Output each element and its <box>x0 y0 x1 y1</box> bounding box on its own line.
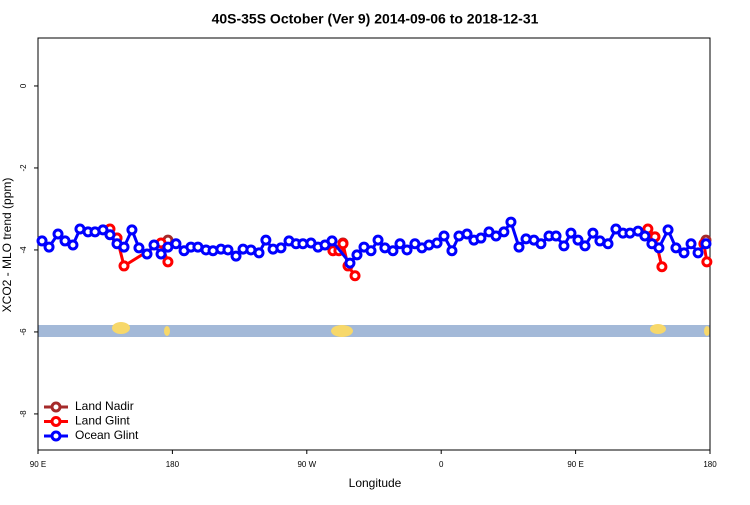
x-tick-label: 90 E <box>30 460 46 469</box>
data-point <box>372 234 384 246</box>
legend-marker <box>50 416 62 427</box>
land-ocean-strip <box>38 322 710 337</box>
land-blob <box>650 324 666 334</box>
data-point <box>337 238 349 250</box>
data-point <box>36 235 48 247</box>
data-point <box>579 240 591 252</box>
data-point <box>670 242 682 254</box>
data-point <box>701 256 713 268</box>
data-point <box>513 241 525 253</box>
data-point <box>558 240 570 252</box>
data-point <box>662 224 674 236</box>
data-point <box>170 238 182 250</box>
legend-marker <box>50 401 62 413</box>
data-point <box>326 235 338 247</box>
data-point <box>118 241 130 253</box>
x-tick-label: 180 <box>166 460 180 469</box>
data-point <box>535 238 547 250</box>
data-point <box>253 247 265 259</box>
land-blob <box>164 326 170 336</box>
data-point <box>602 238 614 250</box>
data-point <box>505 216 517 228</box>
legend-marker <box>50 430 62 442</box>
x-tick-label: 180 <box>703 460 717 469</box>
y-axis-label: XCO2 - MLO trend (ppm) <box>0 178 14 313</box>
data-point <box>431 237 443 249</box>
data-point <box>438 230 450 242</box>
land-blob <box>704 326 710 336</box>
data-point <box>260 234 272 246</box>
data-point <box>52 228 64 240</box>
data-point <box>275 242 287 254</box>
data-point <box>401 244 413 256</box>
data-point <box>67 239 79 251</box>
data-point <box>155 248 167 260</box>
data-point <box>498 226 510 238</box>
x-tick-label: 90 E <box>567 460 583 469</box>
data-point <box>222 244 234 256</box>
data-point <box>685 238 697 250</box>
data-point <box>97 224 109 236</box>
data-point <box>387 245 399 257</box>
x-axis-label: Longitude <box>349 476 402 490</box>
land-blob <box>112 322 130 334</box>
data-point <box>653 242 665 254</box>
data-point <box>572 234 584 246</box>
legend-label: Land Glint <box>75 414 130 428</box>
data-point <box>550 230 562 242</box>
data-point <box>104 229 116 241</box>
y-tick-label: -6 <box>19 328 28 336</box>
chart-title: 40S-35S October (Ver 9) 2014-09-06 to 20… <box>212 11 539 27</box>
land-blob <box>331 325 353 337</box>
data-point <box>148 239 160 251</box>
data-point <box>344 257 356 269</box>
series <box>36 216 712 269</box>
data-point <box>632 225 644 237</box>
legend-label: Land Nadir <box>75 399 134 413</box>
data-point <box>59 235 71 247</box>
data-point <box>587 227 599 239</box>
data-point <box>490 230 502 242</box>
data-point <box>461 228 473 240</box>
data-point <box>394 238 406 250</box>
data-point <box>349 270 361 282</box>
data-point <box>475 232 487 244</box>
data-point <box>351 249 363 261</box>
y-tick-label: 0 <box>19 83 28 88</box>
data-point <box>446 245 458 257</box>
legend-label: Ocean Glint <box>75 428 139 442</box>
x-tick-label: 90 W <box>297 460 316 469</box>
x-tick-label: 0 <box>439 460 444 469</box>
ocean-strip <box>38 325 710 337</box>
data-point <box>639 230 651 242</box>
data-point <box>162 256 174 268</box>
data-point <box>118 260 130 272</box>
y-tick-label: -4 <box>19 246 28 254</box>
data-point <box>126 224 138 236</box>
data-point <box>141 248 153 260</box>
data-point <box>230 250 242 262</box>
data-point <box>656 261 668 273</box>
data-point <box>365 245 377 257</box>
data-point <box>43 241 55 253</box>
data-point <box>700 238 712 250</box>
data-point <box>133 242 145 254</box>
data-point <box>692 247 704 259</box>
y-tick-label: -8 <box>19 410 28 418</box>
data-point <box>565 227 577 239</box>
y-tick-label: -2 <box>19 164 28 172</box>
data-point <box>678 247 690 259</box>
